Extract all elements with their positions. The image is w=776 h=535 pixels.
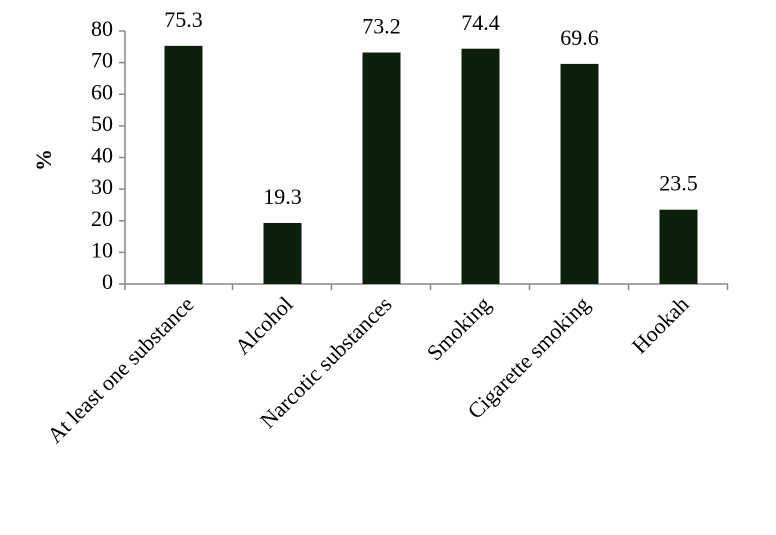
y-tick-label: 50 <box>91 111 113 136</box>
y-tick-label: 80 <box>91 16 113 41</box>
bar <box>461 48 500 285</box>
x-tick-label: Hookah <box>627 291 694 358</box>
value-label: 74.4 <box>461 10 500 35</box>
y-tick-label: 10 <box>91 237 113 262</box>
y-tick-label: 0 <box>102 269 113 294</box>
bar <box>362 52 401 284</box>
value-label: 69.6 <box>560 25 599 50</box>
y-tick-label: 30 <box>91 174 113 199</box>
y-tick-label: 60 <box>91 79 113 104</box>
x-tick-label: At least one substance <box>42 291 198 447</box>
y-tick-label: 70 <box>91 48 113 73</box>
y-tick-label: 20 <box>91 206 113 231</box>
value-label: 23.5 <box>659 171 698 196</box>
value-label: 73.2 <box>362 14 401 39</box>
y-tick-label: 40 <box>91 143 113 168</box>
x-tick-label: Smoking <box>422 291 496 365</box>
y-axis-label: % <box>31 149 56 171</box>
value-label: 19.3 <box>263 184 302 209</box>
bar <box>659 209 698 284</box>
x-tick-label: Alcohol <box>230 291 298 359</box>
value-label: 75.3 <box>164 7 203 32</box>
bar <box>164 45 203 284</box>
bar <box>560 63 599 284</box>
bar <box>263 222 302 284</box>
